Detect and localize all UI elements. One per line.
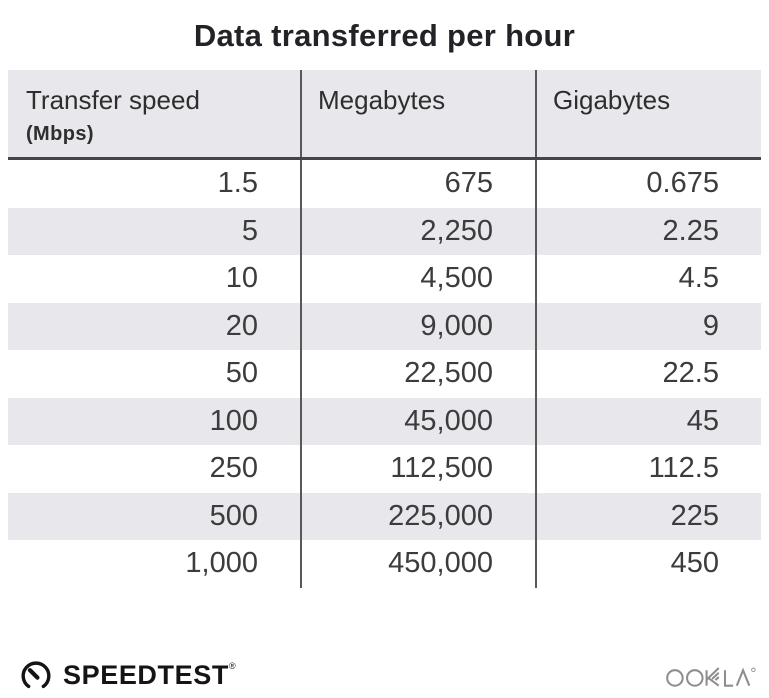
cell-gigabytes: 45 — [686, 404, 719, 437]
ookla-letter-o2 — [686, 669, 704, 687]
header-cell-transfer-speed: Transfer speed (Mbps) — [8, 70, 302, 157]
header-cell-gigabytes: Gigabytes — [553, 85, 671, 115]
header-cell-megabytes: Megabytes — [302, 70, 537, 157]
cell-speed: 500 — [8, 492, 302, 540]
cell-megabytes: 2,250 — [302, 207, 537, 255]
table-row: 100 45,000 45 — [8, 397, 761, 445]
ookla-letter-l — [723, 670, 734, 687]
ookla-registered-trademark-icon — [751, 667, 756, 673]
cell-speed: 5 — [8, 207, 302, 255]
cell-megabytes: 9,000 — [302, 302, 537, 350]
cell-gigabytes: 9 — [702, 309, 719, 342]
data-table: Transfer speed (Mbps) Megabytes Gigabyte… — [8, 70, 761, 588]
footer: SPEEDTEST® — [0, 652, 769, 698]
table-row: 500 225,000 225 — [8, 492, 761, 540]
cell-megabytes: 112,500 — [302, 445, 537, 493]
table-row: 1,000 450,000 450 — [8, 540, 761, 588]
speedtest-wordmark-text: SPEEDTEST — [63, 660, 229, 690]
page-title: Data transferred per hour — [193, 18, 576, 53]
cell-gigabytes: 2.25 — [662, 214, 719, 247]
table-body: 1.5 675 0.675 5 2,250 2.25 10 4,500 4.5 … — [8, 160, 761, 588]
cell-megabytes: 22,500 — [302, 350, 537, 398]
cell-gigabytes: 112.5 — [648, 452, 719, 484]
table-row: 20 9,000 9 — [8, 302, 761, 350]
ookla-letter-o1 — [666, 669, 684, 687]
cell-megabytes: 45,000 — [302, 397, 537, 445]
table-header-row: Transfer speed (Mbps) Megabytes Gigabyte… — [8, 70, 761, 160]
cell-gigabytes: 4.5 — [678, 262, 719, 294]
speedtest-gauge-icon — [17, 656, 55, 694]
ookla-logo — [665, 661, 757, 689]
cell-megabytes: 450,000 — [302, 540, 537, 588]
cell-speed: 10 — [8, 255, 302, 303]
cell-megabytes: 225,000 — [302, 492, 537, 540]
cell-gigabytes: 0.675 — [646, 167, 719, 199]
speedtest-logo: SPEEDTEST® — [17, 656, 236, 694]
cell-speed: 1,000 — [8, 540, 302, 588]
ookla-letter-a — [735, 667, 751, 687]
registered-trademark-icon: ® — [228, 661, 237, 671]
cell-gigabytes: 450 — [670, 547, 719, 579]
table-row: 5 2,250 2.25 — [8, 207, 761, 255]
cell-speed: 250 — [8, 445, 302, 493]
header-transfer-speed-label: Transfer speed — [26, 85, 200, 115]
cell-megabytes: 4,500 — [302, 255, 537, 303]
cell-gigabytes: 22.5 — [662, 357, 719, 389]
cell-gigabytes: 225 — [670, 499, 719, 532]
table-row: 250 112,500 112.5 — [8, 445, 761, 493]
cell-megabytes: 675 — [302, 160, 537, 208]
cell-speed: 100 — [8, 397, 302, 445]
ookla-letter-k — [705, 667, 720, 687]
cell-speed: 20 — [8, 302, 302, 350]
table-row: 1.5 675 0.675 — [8, 160, 761, 208]
cell-speed: 1.5 — [8, 160, 302, 208]
speedtest-wordmark: SPEEDTEST® — [63, 656, 236, 694]
table-row: 10 4,500 4.5 — [8, 255, 761, 303]
header-mbps-unit-label: (Mbps) — [26, 123, 94, 145]
cell-speed: 50 — [8, 350, 302, 398]
table-row: 50 22,500 22.5 — [8, 350, 761, 398]
